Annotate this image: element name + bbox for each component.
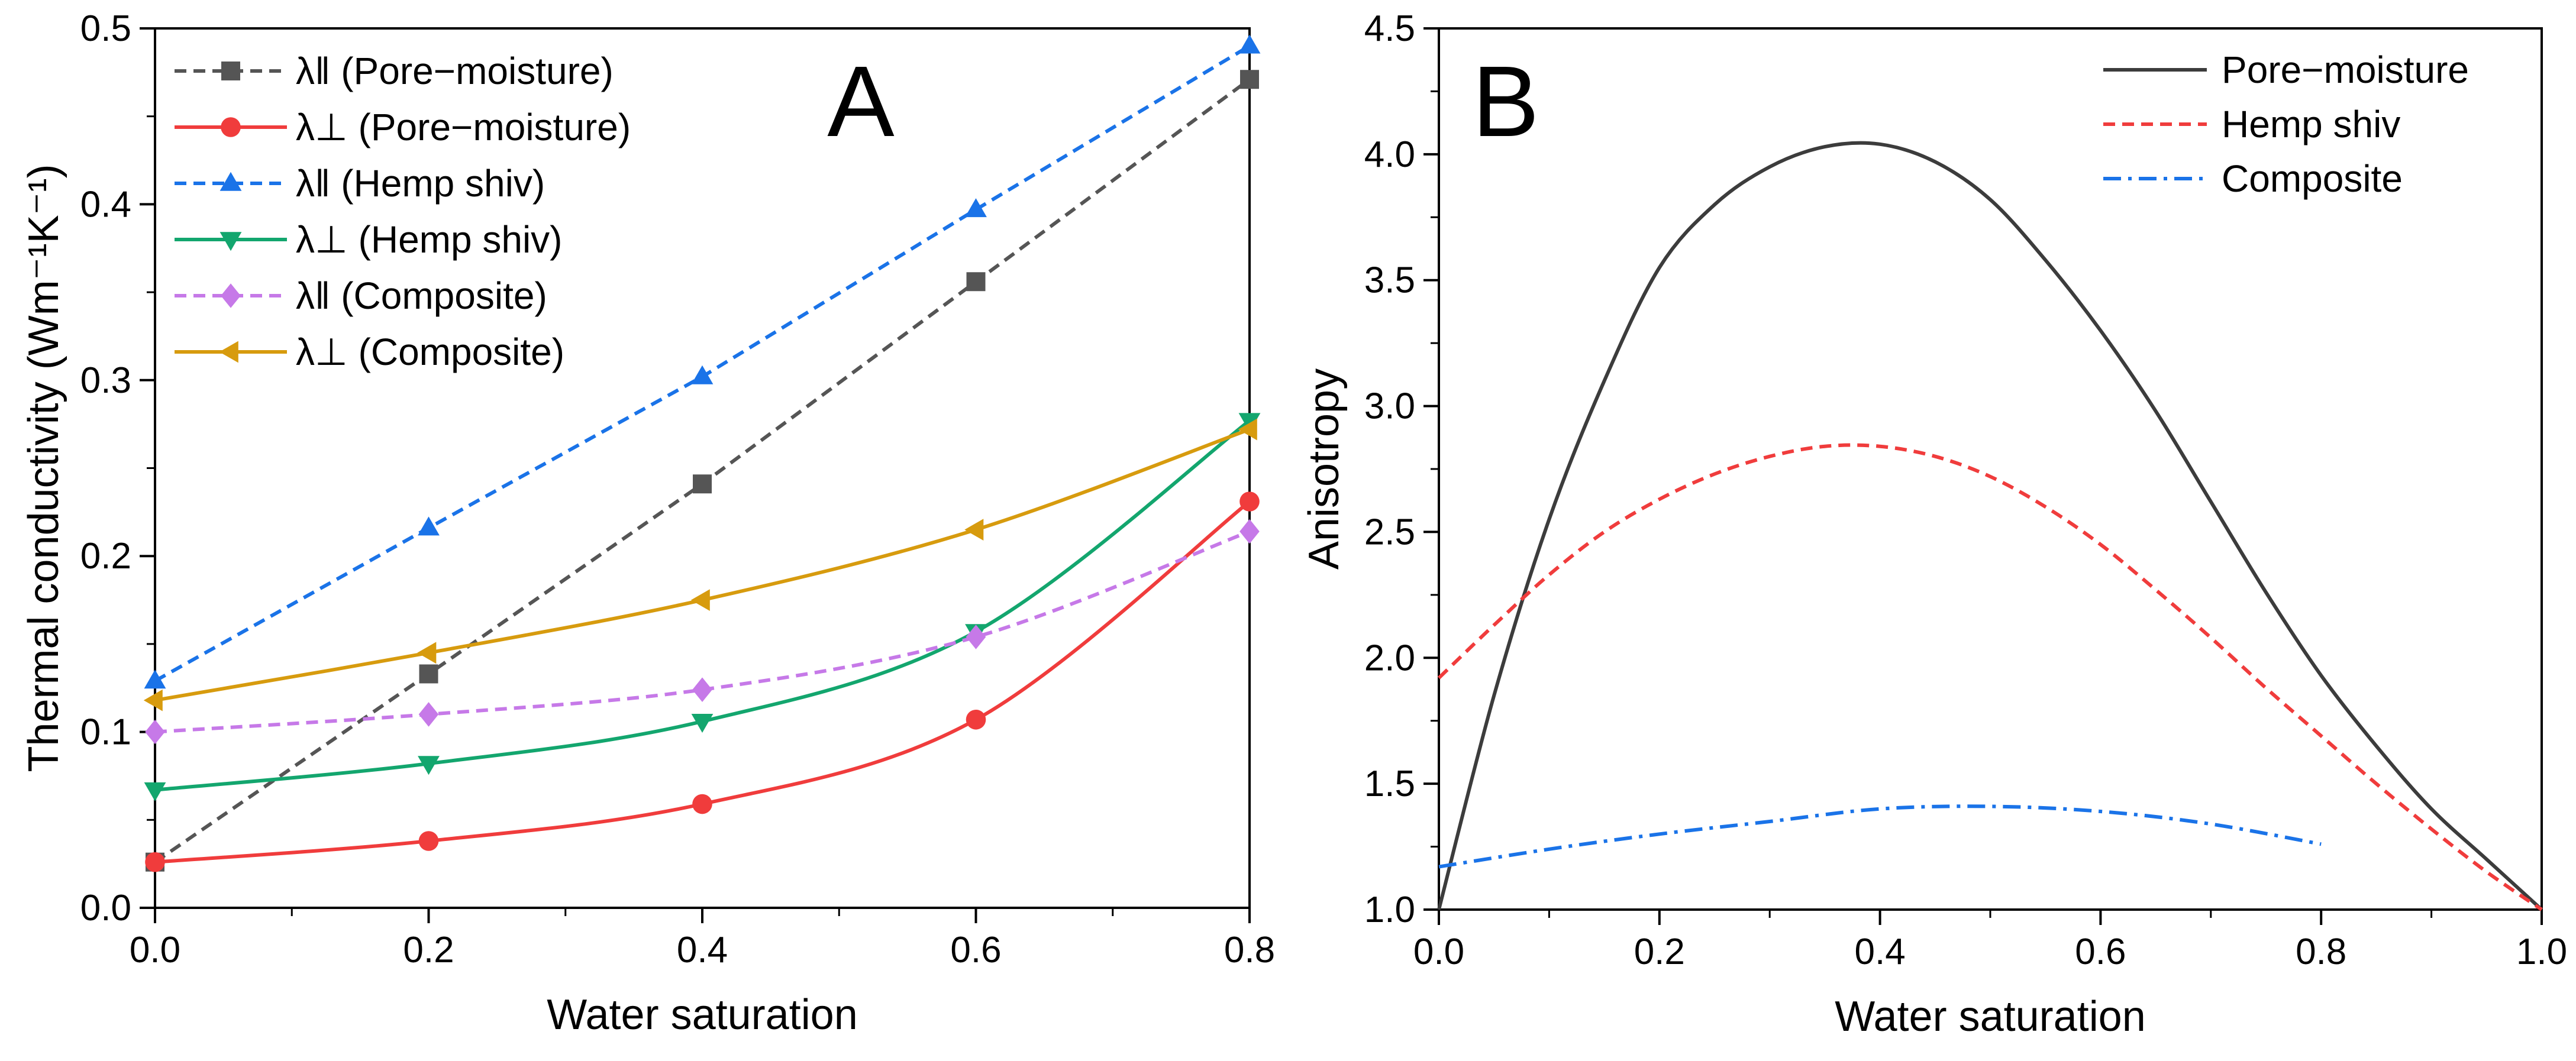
legend-marker-3 (219, 232, 242, 251)
series-line-0 (1437, 141, 2543, 911)
legend-label-1: Hemp shiv (2222, 103, 2400, 145)
series-point-5 (1238, 418, 1257, 441)
series-point-2 (1238, 34, 1261, 54)
legend-marker-5 (219, 341, 238, 363)
series-point-1 (966, 709, 986, 730)
x-tick-label: 0.4 (1854, 931, 1905, 972)
legend-marker-2 (219, 172, 242, 191)
series-point-2 (691, 365, 714, 384)
legend-label-3: λ⊥ (Hemp shiv) (296, 218, 562, 261)
panel-b: 0.0 0.2 0.4 0.6 0.8 1.0 1.0 1.5 2.0 2.5 3.0 3.5 4.0 4… (1300, 8, 2567, 1040)
series-point-1 (1239, 491, 1260, 512)
series-point-4 (418, 702, 439, 727)
legend-label-5: λ⊥ (Composite) (296, 331, 564, 373)
legend-marker-4 (221, 283, 241, 308)
series-point-0 (1240, 70, 1259, 89)
y-tick-label: 4.0 (1364, 134, 1415, 175)
series-point-5 (964, 519, 984, 541)
legend-label-0: Pore−moisture (2222, 48, 2469, 91)
y-axis-title: Thermal conductivity (Wm⁻¹K⁻¹) (20, 164, 67, 772)
series-point-5 (690, 589, 710, 611)
panel-letter-b: B (1472, 46, 1539, 158)
series-point-3 (1238, 413, 1261, 432)
legend-label-2: λ‖ (Hemp shiv) (296, 162, 545, 205)
y-axis-title: Anisotropy (1300, 368, 1348, 570)
series-point-1 (145, 852, 165, 872)
series-point-4 (1239, 519, 1260, 544)
x-tick-label: 0.2 (1634, 931, 1685, 972)
series-point-4 (145, 719, 165, 745)
y-tick-label: 2.0 (1364, 638, 1415, 678)
series-line-2 (1438, 804, 2322, 869)
x-tick-label: 0.8 (1224, 930, 1275, 971)
series-point-2 (965, 198, 987, 218)
x-tick-label: 0.6 (950, 930, 1001, 971)
x-tick-label: 0.8 (2296, 931, 2346, 972)
series-point-0 (693, 474, 712, 494)
x-tick-label: 0.4 (677, 930, 728, 971)
legend-label-2: Composite (2222, 157, 2403, 200)
legend-marker-1 (221, 117, 241, 137)
series-point-1 (418, 831, 439, 851)
y-tick-label: 0.0 (80, 888, 131, 929)
series-line-1 (1437, 443, 2543, 911)
series-point-2 (144, 669, 166, 689)
series-point-0 (966, 272, 986, 292)
series-point-3 (418, 756, 440, 775)
y-tick-label: 3.0 (1364, 386, 1415, 427)
panel-letter-a: A (827, 46, 895, 158)
x-tick-label: 0.2 (403, 930, 454, 971)
y-tick-label: 0.1 (80, 712, 131, 753)
x-tick-label: 0.0 (1413, 931, 1464, 972)
x-tick-label: 0.6 (2075, 931, 2126, 972)
panel-a: 0.0 0.2 0.4 0.6 0.8 0.0 0.1 0.2 0.3 0.4 0.5 Water s… (20, 8, 1275, 1039)
y-tick-label: 0.5 (80, 8, 131, 49)
y-tick-label: 1.5 (1364, 764, 1415, 804)
series-point-3 (691, 714, 714, 733)
x-tick-label: 1.0 (2516, 931, 2567, 972)
series-point-5 (143, 689, 163, 711)
series-point-4 (966, 625, 986, 649)
y-tick-label: 0.4 (80, 184, 131, 225)
series-line-1 (154, 500, 1251, 864)
x-axis-title: Water saturation (1835, 993, 2146, 1040)
legend-label-1: λ⊥ (Pore−moisture) (296, 106, 631, 148)
y-tick-label: 2.5 (1364, 512, 1415, 552)
series-point-4 (692, 677, 712, 702)
series-point-1 (692, 794, 712, 814)
y-tick-label: 1.0 (1364, 889, 1415, 930)
y-tick-label: 4.5 (1364, 8, 1415, 49)
y-tick-label: 0.2 (80, 536, 131, 577)
series-point-5 (417, 642, 437, 664)
x-tick-label: 0.0 (130, 930, 180, 971)
series-point-0 (419, 664, 438, 684)
x-axis-title: Water saturation (547, 991, 858, 1039)
legend-label-0: λ‖ (Pore−moisture) (296, 50, 614, 92)
series-point-3 (144, 782, 166, 801)
legend-label-4: λ‖ (Composite) (296, 274, 547, 317)
y-tick-label: 0.3 (80, 360, 131, 401)
series-line-3 (154, 419, 1251, 792)
y-tick-label: 3.5 (1364, 260, 1415, 301)
series-point-2 (418, 516, 440, 536)
legend-marker-0 (221, 62, 240, 80)
